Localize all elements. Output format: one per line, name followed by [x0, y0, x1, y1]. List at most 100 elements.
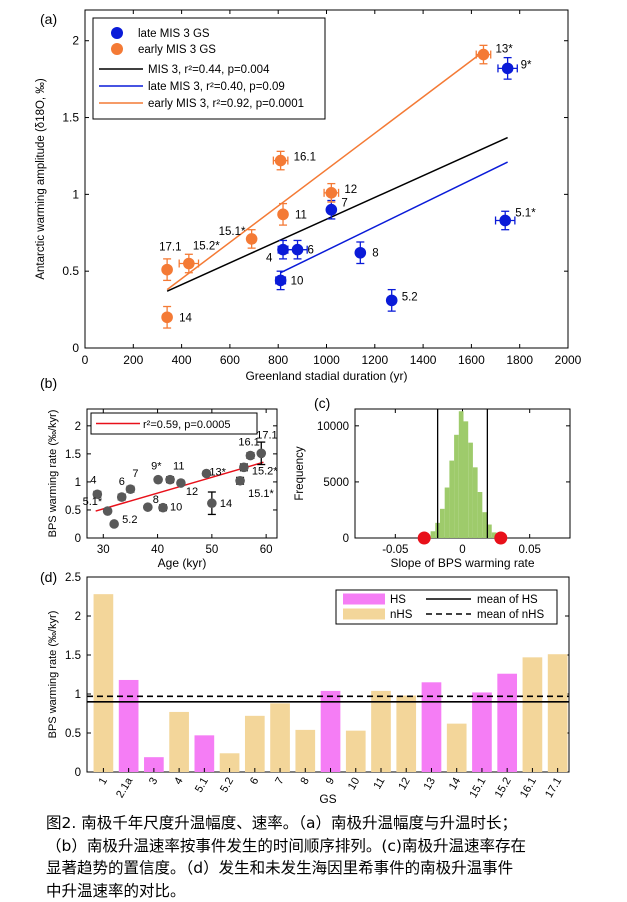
point-label: 5.1* [515, 207, 536, 219]
y-tick-label: 0 [343, 533, 349, 545]
x-tick-label: 5.2 [218, 776, 236, 795]
legend-swatch [343, 609, 385, 620]
legend: r²=0.59, p=0.0005 [91, 413, 257, 434]
y-tick-label: 2 [72, 34, 79, 48]
x-tick-label: 50 [205, 544, 218, 556]
bar [94, 594, 114, 772]
point-label: 4 [266, 253, 273, 265]
data-point [161, 264, 173, 276]
bar [119, 680, 139, 772]
legend-label: MIS 3, r²=0.44, p=0.004 [148, 64, 270, 76]
data-point [499, 215, 511, 227]
y-tick-label: 10000 [317, 421, 349, 433]
x-axis-label: GS [319, 792, 336, 806]
legend-label: HS [390, 594, 406, 606]
data-point [326, 187, 338, 199]
data-point [275, 275, 287, 287]
data-point [478, 49, 490, 61]
x-tick-label: 5.1 [193, 776, 211, 795]
point-label: 11 [295, 209, 307, 221]
y-axis-label: BPS warming rate (‰/kyr) [47, 410, 59, 538]
x-tick-label: 400 [172, 353, 192, 367]
x-tick-label: 10 [346, 776, 363, 793]
y-axis-label: Antarctic warming amplitude (δ18O, ‰) [35, 78, 47, 279]
point-label: 4 [90, 474, 96, 486]
x-tick-label: 1200 [361, 353, 388, 367]
bar [346, 731, 366, 772]
point-label: 9* [151, 461, 162, 473]
point-label: 6 [308, 245, 314, 257]
point-label: 15.2* [252, 465, 278, 477]
histogram-bar [431, 531, 436, 538]
point-label: 16.1 [294, 152, 316, 164]
histogram-bar [449, 461, 454, 538]
bar [195, 735, 215, 772]
x-axis-label: Greenland stadial duration (yr) [245, 369, 407, 383]
point-label: 6 [119, 476, 125, 488]
bar [321, 691, 341, 772]
x-tick-label: 15.1 [467, 776, 488, 801]
data-point [143, 502, 153, 512]
legend-label: nHS [390, 609, 413, 621]
x-tick-label: 12 [396, 776, 413, 793]
data-point [246, 233, 258, 245]
x-tick-label: 0 [459, 544, 465, 556]
observed-slope-marker [494, 532, 507, 545]
figure-caption: 图2. 南极千年尺度升温幅度、速率。（a）南极升温幅度与升温时长； （b）南极升… [46, 812, 618, 902]
caption-line-4: 中升温速率的对比。 [46, 880, 618, 902]
point-label: 13* [209, 467, 226, 479]
x-tick-label: 2.1a [114, 775, 136, 800]
x-tick-label: 30 [97, 544, 110, 556]
y-tick-label: 1 [75, 477, 81, 489]
data-point [292, 244, 304, 256]
data-point [109, 519, 119, 529]
bar [270, 703, 290, 772]
x-tick-label: 13 [422, 776, 439, 793]
point-label: 14 [179, 312, 192, 324]
legend-label: early MIS 3 GS [138, 44, 216, 56]
point-label: 12 [186, 486, 198, 498]
x-tick-label: 1400 [410, 353, 437, 367]
x-tick-label: 15.2 [493, 776, 514, 801]
y-tick-label: 2.5 [65, 572, 81, 584]
x-tick-label: 1600 [458, 353, 485, 367]
data-point [386, 295, 398, 307]
x-axis-label: Slope of BPS warming rate [390, 556, 534, 570]
point-label: 8 [372, 248, 378, 260]
x-axis-label: Age (kyr) [158, 556, 207, 570]
point-label: 13* [495, 44, 513, 56]
point-label: 14 [220, 498, 232, 510]
data-point [158, 503, 168, 513]
y-tick-label: 2 [75, 611, 81, 623]
panel-label: (b) [40, 375, 57, 391]
panel-label: (d) [40, 569, 57, 585]
x-tick-label: 1 [97, 776, 110, 787]
legend-label: r²=0.59, p=0.0005 [143, 419, 230, 431]
caption-line-3: 显著趋势的置信度。（d）发生和未发生海因里希事件的南极升温事件 [46, 857, 618, 880]
bar [169, 712, 189, 772]
y-tick-label: 5000 [323, 477, 349, 489]
data-point [239, 463, 249, 473]
y-tick-label: 0.5 [65, 505, 81, 517]
bar [396, 696, 416, 772]
point-label: 12 [344, 184, 357, 196]
y-tick-label: 0 [75, 533, 81, 545]
histogram-bar [459, 411, 464, 538]
point-label: 17.1 [159, 242, 181, 254]
data-point [256, 449, 266, 459]
bar [497, 674, 517, 772]
data-point [165, 475, 175, 485]
y-tick-label: 1 [72, 187, 79, 201]
data-point [126, 484, 136, 494]
x-tick-label: 0 [82, 353, 89, 367]
histogram-bar [482, 512, 487, 538]
x-tick-label: 9 [324, 776, 337, 787]
x-tick-label: 4 [172, 776, 185, 787]
point-label: 10 [291, 275, 304, 287]
histogram-bar [454, 435, 459, 538]
x-tick-label: 7 [273, 776, 286, 787]
bar [548, 654, 568, 772]
data-point [502, 63, 514, 75]
